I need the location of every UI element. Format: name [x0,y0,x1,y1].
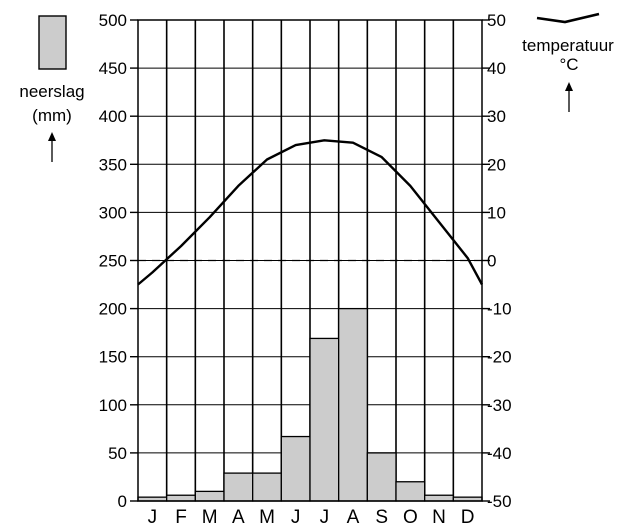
right-axis-tick-label: 40 [487,59,506,78]
left-axis-tick-label: 500 [99,11,127,30]
precipitation-legend-label-line1: neerslag [19,82,84,101]
precipitation-bar [223,472,254,502]
temperature-legend-line-sample [536,12,600,24]
precipitation-bar [194,490,225,502]
precipitation-bar [424,494,454,502]
month-label: J [291,507,301,528]
precipitation-bar [280,435,311,502]
month-label: A [347,507,360,528]
right-axis-tick-label: 50 [487,11,506,30]
left-axis-tick-label: 50 [108,444,127,463]
precipitation-bars [137,307,483,502]
precipitation-legend: neerslag (mm) [19,15,85,162]
right-axis-tick-label: -20 [487,348,512,367]
left-axis-tick-label: 450 [99,59,127,78]
right-axis-tick-label: -10 [487,300,512,319]
month-label: M [259,507,275,528]
left-axis-tick-label: 400 [99,107,127,126]
month-label: A [232,507,245,528]
left-axis-tick-label: 350 [99,155,127,174]
precipitation-bar [252,472,282,502]
month-label: J [320,507,330,528]
precipitation-legend-swatch [38,15,67,70]
right-axis-tick-label: 10 [487,203,506,222]
precipitation-up-arrow-icon [48,132,56,141]
temperature-legend-label-line2: °C [559,55,578,74]
precipitation-bar [309,337,340,502]
right-axis-tick-label: -30 [487,396,512,415]
precipitation-bar [166,494,196,502]
month-label: N [432,507,446,528]
month-label: M [202,507,218,528]
month-label: J [148,507,158,528]
month-label: S [375,507,388,528]
temperature-legend-label-line1: temperatuur [522,36,614,55]
precipitation-bar [366,452,397,502]
temperature-up-arrow-icon [565,82,573,91]
precipitation-bar [395,481,426,502]
axis-labels: 050100150200250300350400450500-50-40-30-… [99,11,512,528]
left-axis-tick-label: 0 [118,492,127,511]
right-axis-tick-label: -40 [487,444,512,463]
right-axis-tick-label: 30 [487,107,506,126]
right-axis-tick-label: 20 [487,155,506,174]
left-axis-tick-label: 100 [99,396,127,415]
left-axis-tick-label: 150 [99,348,127,367]
right-axis-tick-label: -50 [487,492,512,511]
left-axis-tick-label: 250 [99,252,127,271]
precipitation-bar [338,307,368,502]
temperature-legend: temperatuur °C [522,12,614,112]
month-label: O [403,507,418,528]
month-label: D [461,507,475,528]
right-axis-tick-label: 0 [487,252,496,271]
axis-ticks [130,19,490,502]
left-axis-tick-label: 300 [99,203,127,222]
temperature-line [137,139,484,286]
precipitation-legend-label-line2: (mm) [32,106,72,125]
month-label: F [175,507,187,528]
left-axis-tick-label: 200 [99,300,127,319]
